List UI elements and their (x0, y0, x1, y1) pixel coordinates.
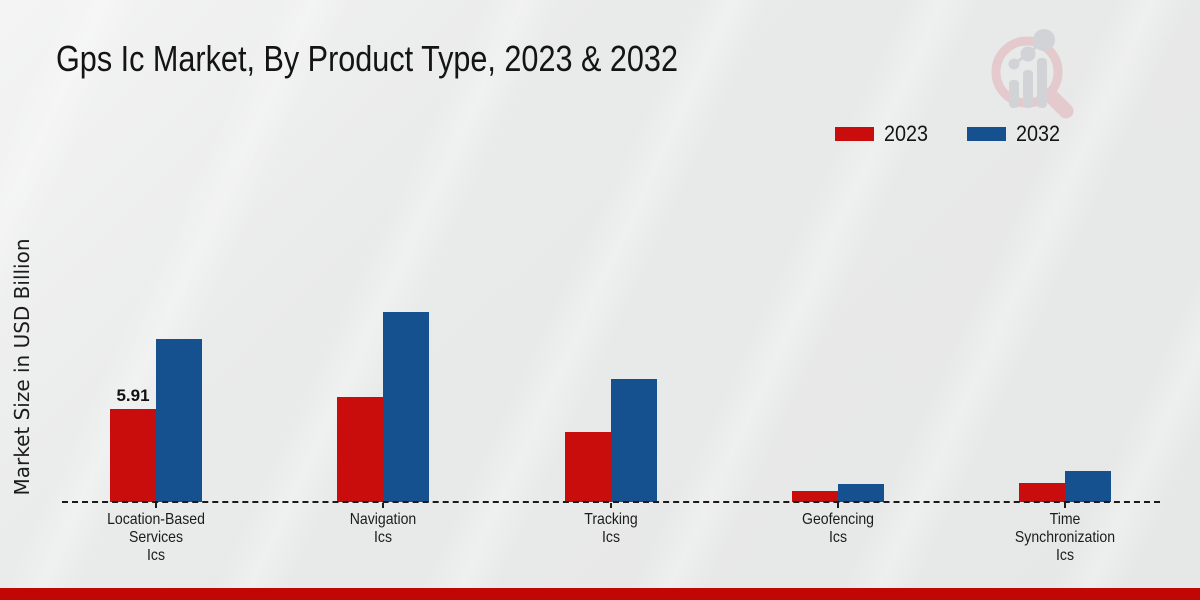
legend: 2023 2032 (835, 121, 1065, 147)
legend-item-2023: 2023 (835, 121, 933, 147)
bar-2023-3 (564, 432, 611, 502)
x-axis-tick (609, 503, 612, 508)
bar-2023-1 (110, 409, 156, 502)
x-axis-tick (382, 503, 385, 508)
footer-accent-bar (0, 588, 1200, 600)
x-axis-dashed-line (62, 501, 1160, 503)
legend-item-2032: 2032 (966, 121, 1065, 147)
legend-label-2032: 2032 (1015, 121, 1061, 146)
x-axis-category-label: Navigation Ics (349, 511, 417, 546)
x-axis-tick (836, 503, 839, 508)
bar-value-label: 5.91 (116, 386, 150, 405)
bar-2023-4 (791, 491, 838, 502)
legend-swatch-2023 (835, 127, 874, 141)
x-axis-tick (1064, 503, 1066, 508)
x-axis-category-label: Location-Based Services Ics (107, 511, 205, 564)
legend-label-2023: 2023 (884, 121, 929, 146)
bar-2032-3 (610, 379, 657, 502)
x-axis-category-label: Tracking Ics (583, 511, 638, 546)
bar-2032-1 (156, 339, 202, 502)
chart-title: Gps Ic Market, By Product Type, 2023 & 2… (56, 38, 678, 79)
bar-2023-5 (1019, 483, 1065, 502)
bar-2032-4 (837, 484, 884, 502)
bar-2032-5 (1065, 471, 1111, 502)
magnifier-chart-logo-icon (991, 29, 1074, 119)
x-axis-tick (155, 503, 157, 508)
x-axis-category-label: Geofencing Ics (801, 511, 874, 546)
legend-swatch-2032 (966, 127, 1006, 141)
bar-2032-2 (383, 312, 430, 502)
x-axis-category-label: Time Synchronization Ics (1014, 511, 1116, 564)
bar-2023-2 (337, 397, 384, 502)
